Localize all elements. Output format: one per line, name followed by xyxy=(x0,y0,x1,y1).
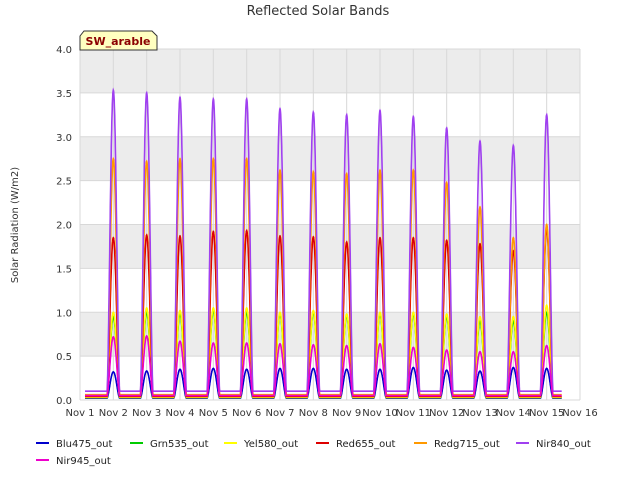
series-line-nir840_out xyxy=(85,87,562,393)
y-tick-label: 4.0 xyxy=(56,45,72,56)
x-tick-label: Nov 16 xyxy=(562,408,597,419)
x-tick-label: Nov 12 xyxy=(429,408,464,419)
legend-label: Red655_out xyxy=(336,439,396,450)
legend: Blu475_out Grn535_out Yel580_out Red655_out… xyxy=(36,439,591,467)
y-tick-label: 3.0 xyxy=(56,133,72,144)
legend-label: Nir840_out xyxy=(536,439,591,450)
legend-label: Nir945_out xyxy=(56,456,111,467)
x-tick-label: Nov 6 xyxy=(232,408,261,419)
x-tick-label: Nov 10 xyxy=(362,408,397,419)
plot-band xyxy=(80,312,580,357)
series-line-blu475_out xyxy=(85,366,562,400)
x-tick-label: Nov 2 xyxy=(99,408,128,419)
series-line-redg715_out xyxy=(85,156,562,396)
x-tick-label: Nov 4 xyxy=(165,408,194,419)
x-tick-label: Nov 11 xyxy=(396,408,431,419)
x-tick-label: Nov 14 xyxy=(496,408,531,419)
legend-label: Redg715_out xyxy=(434,439,500,450)
y-tick-label: 0.5 xyxy=(56,352,72,363)
plot-band xyxy=(80,224,580,269)
legend-label: Blu475_out xyxy=(56,439,113,450)
y-axis-label: Solar Radiation (W/m2) xyxy=(10,167,21,283)
x-tick-label: Nov 5 xyxy=(199,408,228,419)
series-lines xyxy=(85,87,562,400)
series-line-yel580_out xyxy=(85,303,562,399)
plot-band xyxy=(80,49,580,93)
legend-label: Yel580_out xyxy=(243,439,298,450)
x-tick-label: Nov 15 xyxy=(529,408,564,419)
y-tick-label: 1.5 xyxy=(56,264,72,275)
x-tick-label: Nov 13 xyxy=(462,408,497,419)
x-tick-label: Nov 9 xyxy=(332,408,361,419)
annotation-badge-text: SW_arable xyxy=(86,35,151,48)
annotation-badge: SW_arable xyxy=(79,30,158,51)
y-tick-label: 2.5 xyxy=(56,177,72,188)
x-tick-label: Nov 3 xyxy=(132,408,161,419)
x-tick-label: Nov 7 xyxy=(265,408,294,419)
y-tick-label: 0.0 xyxy=(56,396,72,407)
x-tick-label: Nov 8 xyxy=(299,408,328,419)
chart-title: Reflected Solar Bands xyxy=(247,4,390,19)
y-tick-label: 3.5 xyxy=(56,89,72,100)
x-axis-ticks: Nov 1 Nov 2 Nov 3 Nov 4 Nov 5 Nov 6 Nov 7 Nov 8… xyxy=(65,408,597,419)
plot-band xyxy=(80,136,580,181)
legend-label: Grn535_out xyxy=(150,439,209,450)
series-line-nir945_out xyxy=(85,334,562,397)
y-axis-ticks: 0.0 0.5 1.0 1.5 2.0 2.5 3.0 3.5 4.0 xyxy=(56,45,72,407)
y-tick-label: 1.0 xyxy=(56,308,72,319)
x-tick-label: Nov 1 xyxy=(65,408,94,419)
y-tick-label: 2.0 xyxy=(56,221,72,232)
